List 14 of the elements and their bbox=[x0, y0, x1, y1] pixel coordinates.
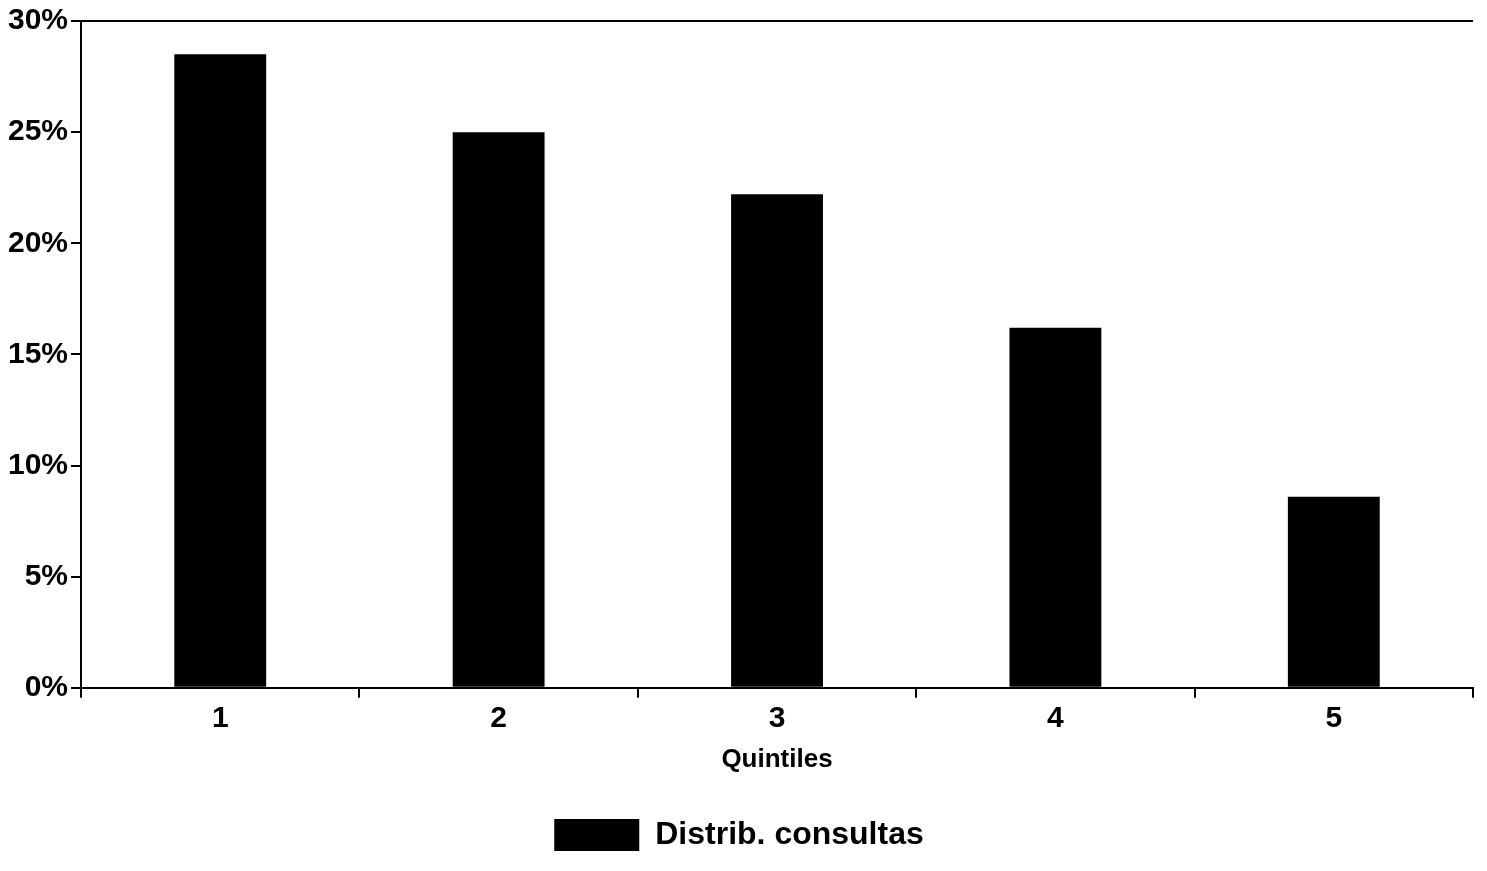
y-tick-label: 5% bbox=[24, 557, 69, 591]
y-tick-label: 30% bbox=[8, 2, 69, 36]
x-tick-label: 5 bbox=[1325, 700, 1343, 734]
y-tick-label: 25% bbox=[8, 113, 69, 147]
x-axis-title: Quintiles bbox=[721, 742, 833, 773]
legend-label: Distrib. consultas bbox=[655, 814, 924, 851]
y-tick-label: 0% bbox=[24, 669, 69, 703]
y-tick-label: 10% bbox=[8, 446, 69, 480]
x-tick-label: 4 bbox=[1047, 700, 1065, 734]
y-tick-label: 15% bbox=[8, 335, 69, 369]
x-tick-label: 3 bbox=[768, 700, 786, 734]
y-tick-label: 20% bbox=[8, 224, 69, 258]
x-tick-label: 1 bbox=[211, 700, 229, 734]
x-tick-label: 2 bbox=[490, 700, 507, 734]
